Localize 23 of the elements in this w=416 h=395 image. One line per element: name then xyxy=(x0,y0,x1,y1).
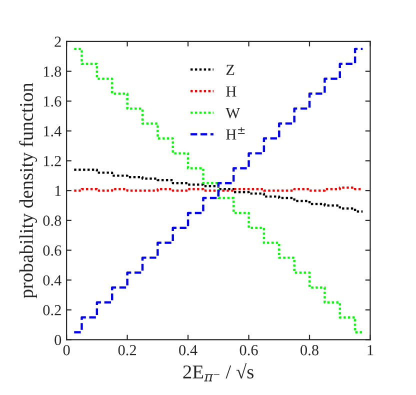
y-tick-label: 0.6 xyxy=(43,245,62,256)
x-tick-label: 0.2 xyxy=(118,345,136,356)
y-tick-label: 1.4 xyxy=(44,126,62,136)
y-tick-label: 0.4 xyxy=(43,275,62,286)
x-tick-label: 0.6 xyxy=(240,345,258,356)
y-tick-label: 2 xyxy=(54,36,61,47)
legend-label: H$^{±}$ xyxy=(226,127,245,140)
x-axis-title: 2E$_{π⁻}$ / √s xyxy=(183,362,254,382)
y-tick-label: 0.8 xyxy=(43,216,62,226)
x-tick-label: 1 xyxy=(368,345,374,356)
y-tick-label: 0 xyxy=(54,334,62,346)
legend-label: W xyxy=(226,108,240,118)
y-tick-label: 1.2 xyxy=(44,156,61,166)
x-tick-label: 0 xyxy=(63,345,70,356)
y-tick-label: 1.8 xyxy=(44,66,62,77)
legend-label: Z xyxy=(226,64,234,75)
y-axis-title: probability density function xyxy=(19,82,38,298)
y-tick-label: 0.2 xyxy=(43,305,61,316)
y-tick-label: 1 xyxy=(55,186,61,196)
x-tick-label: 0.8 xyxy=(300,345,318,356)
y-tick-label: 1.6 xyxy=(44,96,62,107)
legend-label: H xyxy=(226,86,236,96)
x-tick-label: 0.4 xyxy=(179,345,198,356)
